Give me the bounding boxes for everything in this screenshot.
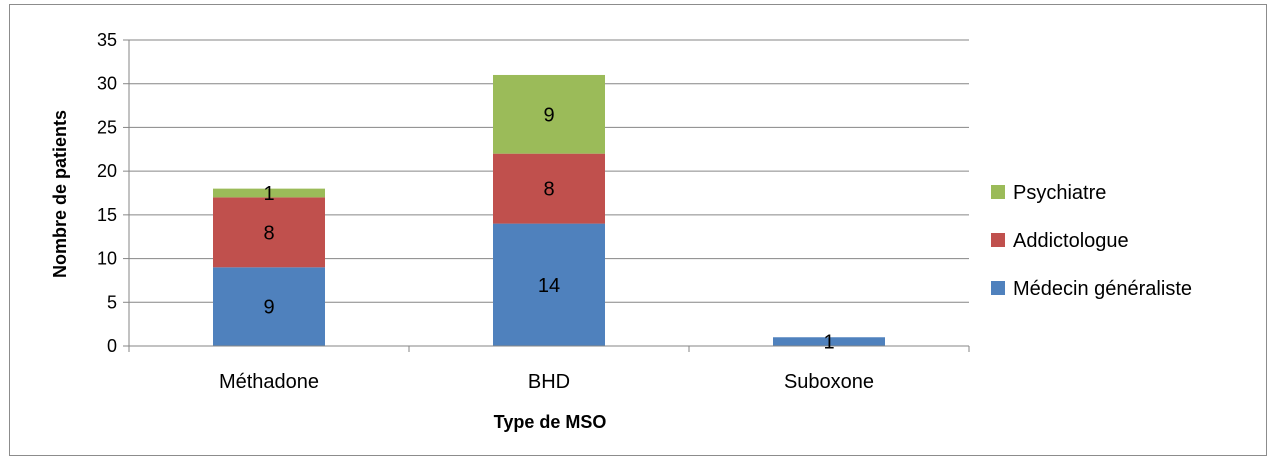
- data-labels: 9 8 1 14 8 9 1: [263, 104, 834, 353]
- legend-swatch: [991, 185, 1005, 199]
- data-label: 9: [263, 297, 274, 319]
- data-label: 8: [543, 179, 554, 201]
- bar-segment: [493, 153, 605, 224]
- y-axis-title: Nombre de patients: [50, 110, 70, 278]
- x-tick-label: Méthadone: [219, 371, 319, 393]
- legend-swatch: [991, 281, 1005, 295]
- y-tick-label: 15: [97, 205, 117, 225]
- x-axis-title: Type de MSO: [494, 412, 607, 432]
- bars: [213, 74, 885, 346]
- x-tick-label: BHD: [528, 371, 570, 393]
- legend-label: Psychiatre: [1013, 182, 1106, 204]
- legend: Psychiatre Addictologue Médecin généralist…: [991, 182, 1192, 300]
- data-label: 1: [823, 332, 834, 354]
- data-label: 1: [263, 183, 274, 205]
- y-tick-label: 25: [97, 117, 117, 137]
- y-tick-label: 10: [97, 249, 117, 269]
- data-label: 8: [263, 222, 274, 244]
- y-tick-label: 35: [97, 30, 117, 50]
- axes: 0 5 10 15 20 25 30 35 Méthadone BHD Suboxone: [97, 30, 970, 393]
- bar-segment: [213, 197, 325, 268]
- bar-segment: [493, 223, 605, 346]
- y-tick-label: 30: [97, 74, 117, 94]
- bar-segment: [773, 337, 885, 346]
- data-label: 14: [538, 275, 560, 297]
- legend-label: Addictologue: [1013, 230, 1129, 252]
- x-tick-label: Suboxone: [784, 371, 874, 393]
- bar-segment: [213, 267, 325, 346]
- legend-swatch: [991, 233, 1005, 247]
- bar-segment: [493, 74, 605, 154]
- y-tick-label: 5: [107, 292, 117, 312]
- bar-segment: [213, 188, 325, 198]
- legend-label: Médecin généraliste: [1013, 278, 1192, 300]
- y-tick-label: 20: [97, 161, 117, 181]
- y-tick-label: 0: [107, 336, 117, 356]
- data-label: 9: [543, 104, 554, 126]
